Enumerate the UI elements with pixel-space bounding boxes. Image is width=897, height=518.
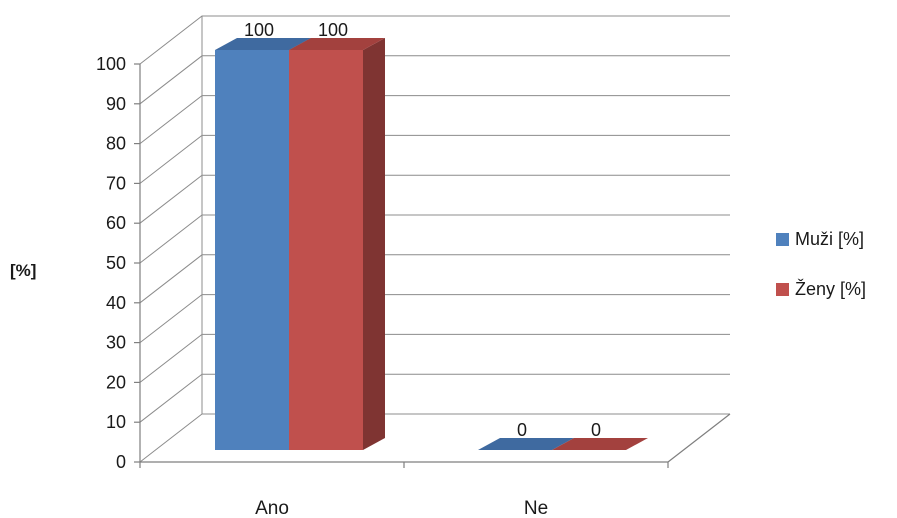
legend-item: Muži [%]: [776, 229, 864, 249]
y-tick-label: 50: [106, 253, 126, 273]
y-tick-label: 0: [116, 452, 126, 472]
bar-top: [289, 38, 385, 50]
bar-top: [478, 438, 574, 450]
bar-front: [289, 50, 363, 450]
bar-top: [215, 38, 311, 50]
bar: [552, 438, 648, 450]
y-tick-label: 60: [106, 213, 126, 233]
x-tick-label: Ano: [255, 498, 289, 518]
data-label: 100: [318, 20, 348, 40]
legend-item: Ženy [%]: [776, 279, 866, 299]
bar-front: [215, 50, 289, 450]
y-tick-label: 30: [106, 333, 126, 353]
data-label: 0: [591, 420, 601, 440]
y-tick-label: 10: [106, 412, 126, 432]
legend-label: Ženy [%]: [795, 279, 866, 299]
y-tick-label: 100: [96, 54, 126, 74]
bar: [289, 38, 385, 450]
data-label: 0: [517, 420, 527, 440]
data-label: 100: [244, 20, 274, 40]
x-tick-label: Ne: [524, 498, 548, 518]
y-axis-title: [%]: [10, 261, 36, 280]
data-labels: 100 100 0 0: [244, 20, 601, 440]
bar-side: [363, 38, 385, 450]
y-tick-labels: 0 10 20 30 40 50 60 70 80 90 100: [96, 54, 126, 472]
bar-top: [552, 438, 648, 450]
bar: [478, 438, 574, 450]
y-tick-label: 80: [106, 134, 126, 154]
legend-swatch: [776, 233, 789, 246]
legend: Muži [%] Ženy [%]: [776, 229, 866, 299]
category-labels: Ano Ne: [255, 498, 548, 518]
y-tick-label: 20: [106, 372, 126, 392]
y-tick-label: 90: [106, 94, 126, 114]
bars: [215, 38, 648, 450]
axes: [134, 16, 731, 468]
y-tick-label: 70: [106, 173, 126, 193]
legend-label: Muži [%]: [795, 229, 864, 249]
y-tick-label: 40: [106, 293, 126, 313]
legend-swatch: [776, 283, 789, 296]
